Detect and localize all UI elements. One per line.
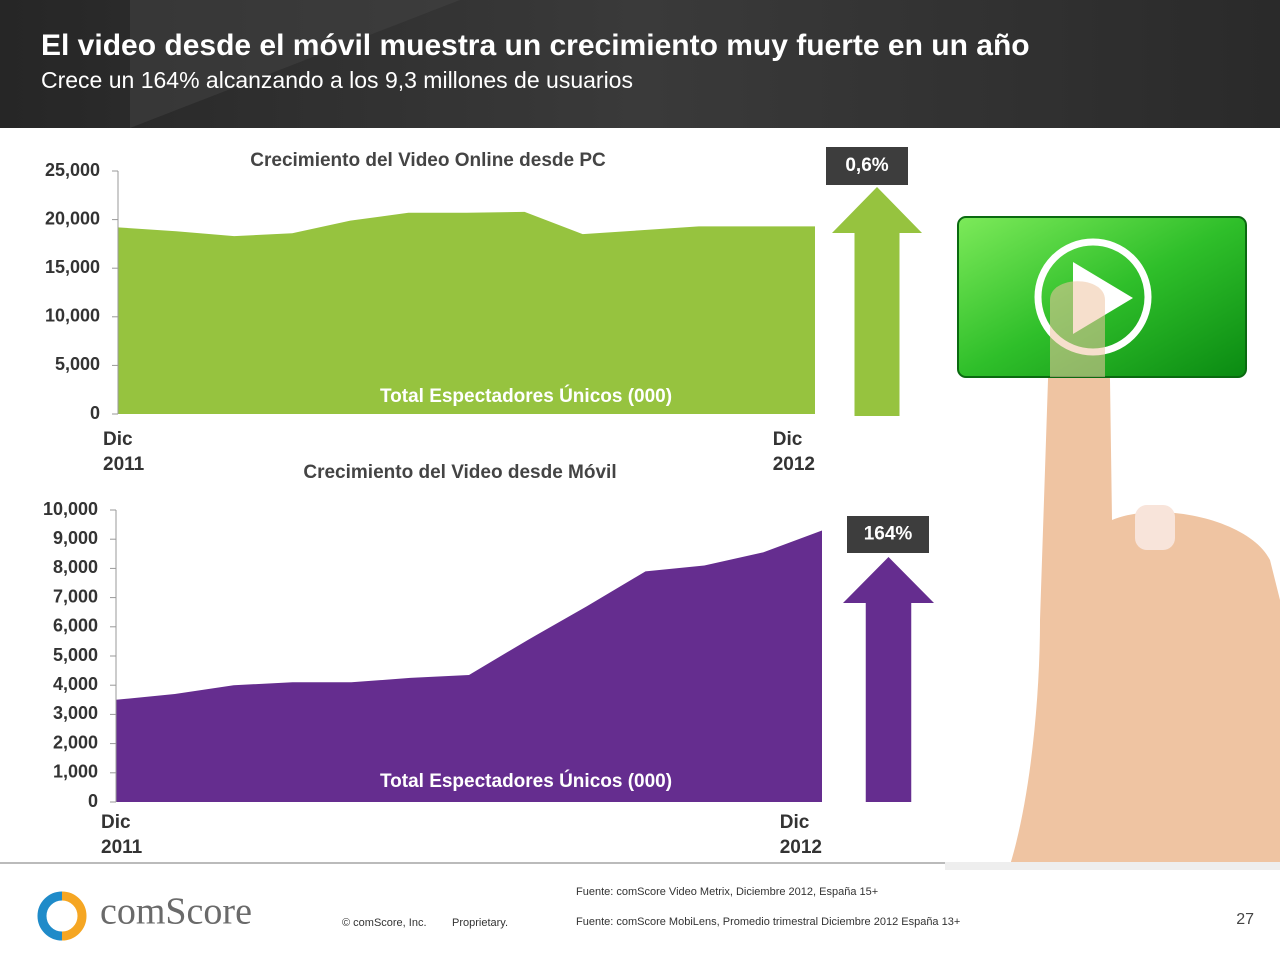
y-tick-label: 0 bbox=[88, 791, 98, 811]
y-tick-label: 25,000 bbox=[45, 160, 100, 180]
logo-text: comScore bbox=[100, 891, 252, 933]
copyright: © comScore, Inc. bbox=[342, 917, 427, 929]
area bbox=[118, 211, 815, 414]
y-tick-label: 8,000 bbox=[53, 557, 98, 577]
x-tick-label: Dic 2012 bbox=[779, 812, 822, 858]
y-tick-label: 0 bbox=[90, 403, 100, 423]
y-tick-label: 9,000 bbox=[53, 528, 98, 548]
x-tick-label: Dic 2012 bbox=[772, 429, 815, 475]
annotation: Total Espectadores Únicos (000) bbox=[380, 770, 672, 792]
header-deco bbox=[130, 0, 460, 128]
page-number: 27 bbox=[1236, 911, 1254, 928]
finger-tip bbox=[1050, 281, 1105, 377]
y-tick-label: 15,000 bbox=[45, 257, 100, 277]
annotation: Total Espectadores Únicos (000) bbox=[380, 385, 672, 407]
area bbox=[116, 530, 822, 802]
x-tick-label: Dic 2011 bbox=[101, 812, 143, 858]
logo-mark bbox=[61, 891, 87, 941]
y-tick-label: 5,000 bbox=[55, 354, 100, 374]
y-tick-label: 7,000 bbox=[53, 586, 98, 606]
change-label: 0,6% bbox=[845, 155, 888, 176]
footer-rule-right bbox=[945, 862, 1280, 870]
y-tick-label: 6,000 bbox=[53, 616, 98, 636]
fingernail bbox=[1135, 505, 1175, 550]
x-tick-label: Dic 2011 bbox=[103, 429, 145, 475]
change-box bbox=[847, 516, 929, 553]
hand bbox=[1010, 342, 1280, 865]
growth-arrow bbox=[832, 187, 922, 416]
change-box bbox=[826, 147, 908, 185]
title: El video desde el móvil muestra un creci… bbox=[41, 29, 1030, 62]
chart-title: Crecimiento del Video desde Móvil bbox=[303, 462, 616, 483]
growth-arrow bbox=[843, 557, 934, 802]
chart-title: Crecimiento del Video Online desde PC bbox=[250, 150, 606, 171]
y-tick-label: 2,000 bbox=[53, 732, 98, 752]
proprietary: Proprietary. bbox=[452, 917, 508, 929]
source: Fuente: comScore MobiLens, Promedio trim… bbox=[576, 916, 960, 928]
y-tick-label: 3,000 bbox=[53, 703, 98, 723]
y-tick-label: 10,000 bbox=[43, 499, 98, 519]
source: Fuente: comScore Video Metrix, Diciembre… bbox=[576, 886, 878, 898]
change-label: 164% bbox=[864, 524, 913, 545]
subtitle: Crece un 164% alcanzando a los 9,3 millo… bbox=[41, 67, 633, 93]
logo-mark bbox=[37, 891, 63, 941]
y-tick-label: 5,000 bbox=[53, 645, 98, 665]
y-tick-label: 1,000 bbox=[53, 762, 98, 782]
y-tick-label: 10,000 bbox=[45, 306, 100, 326]
y-tick-label: 4,000 bbox=[53, 674, 98, 694]
y-tick-label: 20,000 bbox=[45, 208, 100, 228]
